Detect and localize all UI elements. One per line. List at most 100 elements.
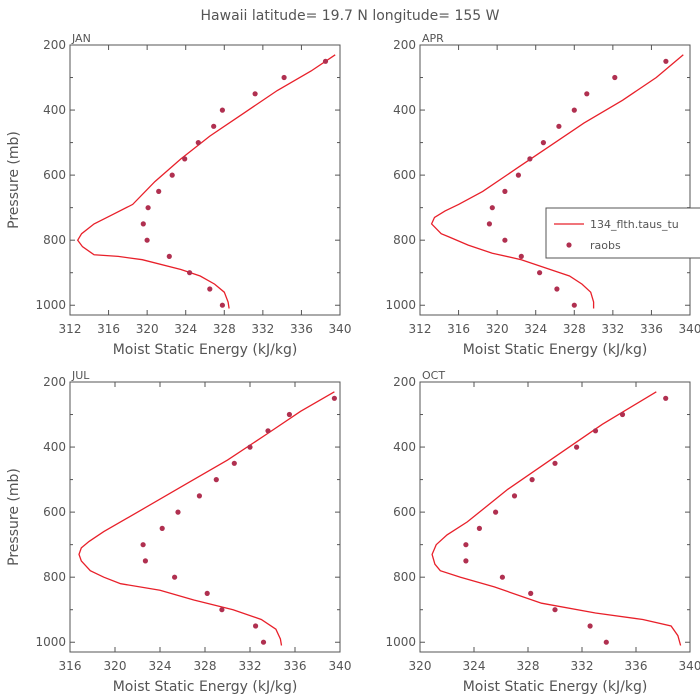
- y-tick-label: 1000: [385, 635, 416, 649]
- raobs-point: [619, 411, 626, 418]
- raobs-point: [231, 460, 237, 466]
- x-tick-label: 336: [284, 659, 307, 673]
- raobs-point: [145, 205, 151, 211]
- raobs-point: [211, 123, 217, 129]
- raobs-point: [252, 91, 258, 97]
- raobs-point: [159, 525, 165, 532]
- raobs-point: [286, 411, 292, 418]
- model-profile-line: [78, 391, 335, 646]
- x-tick-label: 316: [59, 659, 82, 673]
- x-tick-label: 316: [447, 322, 470, 336]
- panel-title-oct: OCT: [422, 369, 445, 382]
- y-tick-label: 200: [393, 375, 416, 389]
- plot-area-jul: [78, 391, 337, 646]
- x-tick-label: 320: [104, 659, 127, 673]
- x-tick-label: 336: [290, 322, 313, 336]
- raobs-point: [219, 107, 225, 113]
- y-tick-label: 1000: [35, 298, 66, 312]
- raobs-point: [584, 91, 590, 97]
- x-tick-label: 320: [486, 322, 509, 336]
- raobs-point: [182, 156, 188, 162]
- raobs-point: [518, 253, 524, 259]
- panel-title-jul: JUL: [71, 369, 90, 382]
- plot-area-apr: [430, 54, 684, 309]
- raobs-point: [156, 188, 162, 194]
- x-tick-label: 312: [409, 322, 432, 336]
- y-tick-label: 600: [43, 505, 66, 519]
- x-axis-label-oct: Moist Static Energy (kJ/kg): [463, 679, 648, 695]
- y-tick-label: 600: [393, 168, 416, 182]
- raobs-point: [571, 107, 577, 113]
- raobs-point: [247, 444, 253, 450]
- plot-frame-apr: [419, 44, 691, 316]
- y-axis-label-jul: Pressure (mb): [6, 468, 22, 566]
- x-tick-label: 316: [97, 322, 120, 336]
- raobs-point: [612, 74, 618, 81]
- raobs-point: [486, 221, 492, 227]
- y-tick-label: 600: [393, 505, 416, 519]
- x-tick-label: 328: [194, 659, 217, 673]
- x-tick-label: 340: [329, 322, 352, 336]
- plot-frame-jan: [69, 44, 341, 316]
- raobs-point: [204, 590, 210, 597]
- raobs-point: [537, 270, 543, 276]
- x-tick-label: 336: [640, 322, 663, 336]
- raobs-point: [554, 286, 560, 292]
- raobs-point: [331, 395, 337, 401]
- legend-obs-label: raobs: [590, 239, 621, 252]
- legend-obs-marker: [566, 242, 572, 248]
- y-tick-label: 800: [393, 570, 416, 584]
- raobs-point: [140, 542, 146, 548]
- y-tick-label: 800: [393, 233, 416, 247]
- raobs-point: [253, 623, 259, 629]
- x-tick-label: 312: [59, 322, 82, 336]
- x-tick-label: 324: [524, 322, 547, 336]
- raobs-point: [603, 639, 609, 645]
- raobs-point: [463, 542, 469, 548]
- panel-title-apr: APR: [422, 32, 444, 45]
- raobs-point: [663, 395, 669, 401]
- panel-apr: APR 312 316 320 324 328 332 336 340 200 400 600 800 1…: [385, 32, 700, 358]
- raobs-point: [260, 639, 267, 645]
- raobs-point: [207, 286, 213, 292]
- x-tick-label: 336: [625, 659, 648, 673]
- raobs-point: [515, 172, 522, 178]
- x-tick-label: 328: [517, 659, 540, 673]
- x-axis-label-jan: Moist Static Energy (kJ/kg): [113, 342, 298, 358]
- x-tick-label: 332: [239, 659, 262, 673]
- raobs-point: [574, 444, 580, 450]
- raobs-point: [187, 270, 193, 276]
- raobs-point: [502, 237, 508, 243]
- x-tick-label: 332: [571, 659, 594, 673]
- raobs-point: [529, 477, 535, 483]
- raobs-point: [528, 590, 534, 597]
- y-tick-label: 200: [393, 38, 416, 52]
- panel-jul: JUL 316 320 324 328 332 336 340 200 400 600 800 1000…: [6, 369, 351, 695]
- raobs-point: [140, 221, 146, 227]
- raobs-point: [571, 302, 577, 308]
- x-tick-label: 340: [679, 659, 700, 673]
- raobs-point: [219, 607, 225, 613]
- y-tick-label: 400: [43, 103, 66, 117]
- y-tick-label: 400: [43, 440, 66, 454]
- plot-area-oct: [431, 391, 682, 646]
- raobs-point: [169, 172, 175, 178]
- raobs-point: [166, 253, 172, 259]
- raobs-point: [195, 140, 201, 146]
- raobs-point: [219, 302, 225, 308]
- y-tick-label: 400: [393, 103, 416, 117]
- raobs-point: [552, 460, 558, 466]
- y-tick-label: 200: [43, 38, 66, 52]
- model-profile-line: [76, 54, 336, 309]
- y-tick-label: 1000: [385, 298, 416, 312]
- figure-title: Hawaii latitude= 19.7 N longitude= 155 W: [201, 8, 500, 24]
- x-tick-label: 332: [251, 322, 274, 336]
- raobs-point: [540, 140, 547, 146]
- raobs-point: [592, 428, 599, 434]
- x-tick-label: 328: [213, 322, 236, 336]
- raobs-point: [322, 58, 329, 64]
- raobs-point: [499, 574, 505, 580]
- y-tick-label: 400: [393, 440, 416, 454]
- panels-group: JAN 312 316 320 324 328 332 336 340 200 400 600 800 1…: [6, 32, 700, 695]
